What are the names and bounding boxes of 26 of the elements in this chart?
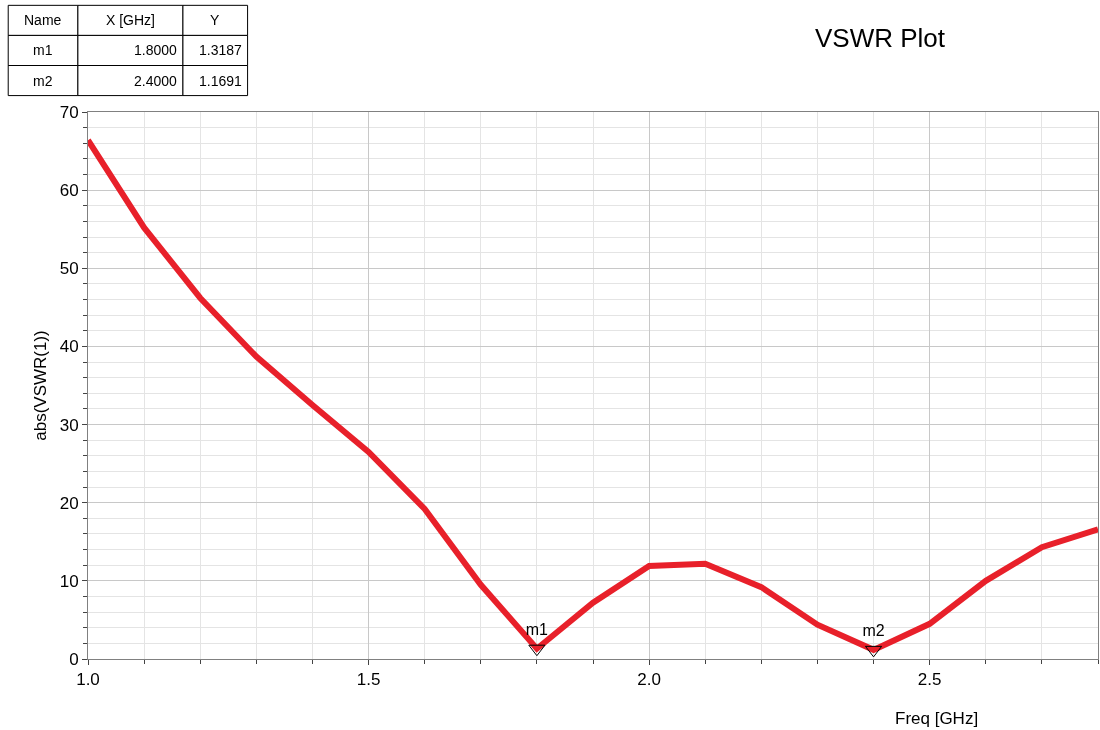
annotation: m1 [525,620,549,638]
x-tick-label: 1.5 [356,670,381,690]
x-axis-title: Freq [GHz] [895,709,979,728]
annotation: m2 [862,622,885,640]
chart-title: VSWR Plot [814,23,946,54]
text: 1.3187 [199,42,243,58]
text: 1.1691 [199,73,243,89]
text: Name [24,12,62,28]
y-tick-label: 70 [59,102,79,122]
y-axis-title: abs(VSWR(1)) [31,330,51,441]
y-tick-label: 40 [59,337,79,357]
x-tick-label: 2.5 [917,670,942,690]
y-tick-label: 30 [59,415,79,435]
text: 1.8000 [134,42,178,58]
y-tick-label: 50 [59,259,79,279]
x-tick-label: 1.0 [76,670,100,690]
text: m1 [33,42,53,58]
text: Y [210,12,220,28]
text: 2.4000 [134,73,178,89]
y-tick-label: 0 [69,649,79,669]
y-tick-label: 60 [59,181,79,201]
y-tick-label: 20 [59,493,79,513]
x-tick-label: 2.0 [637,670,661,690]
text: m2 [33,73,53,89]
text: X [GHz] [106,12,156,28]
y-tick-label: 10 [59,571,79,591]
